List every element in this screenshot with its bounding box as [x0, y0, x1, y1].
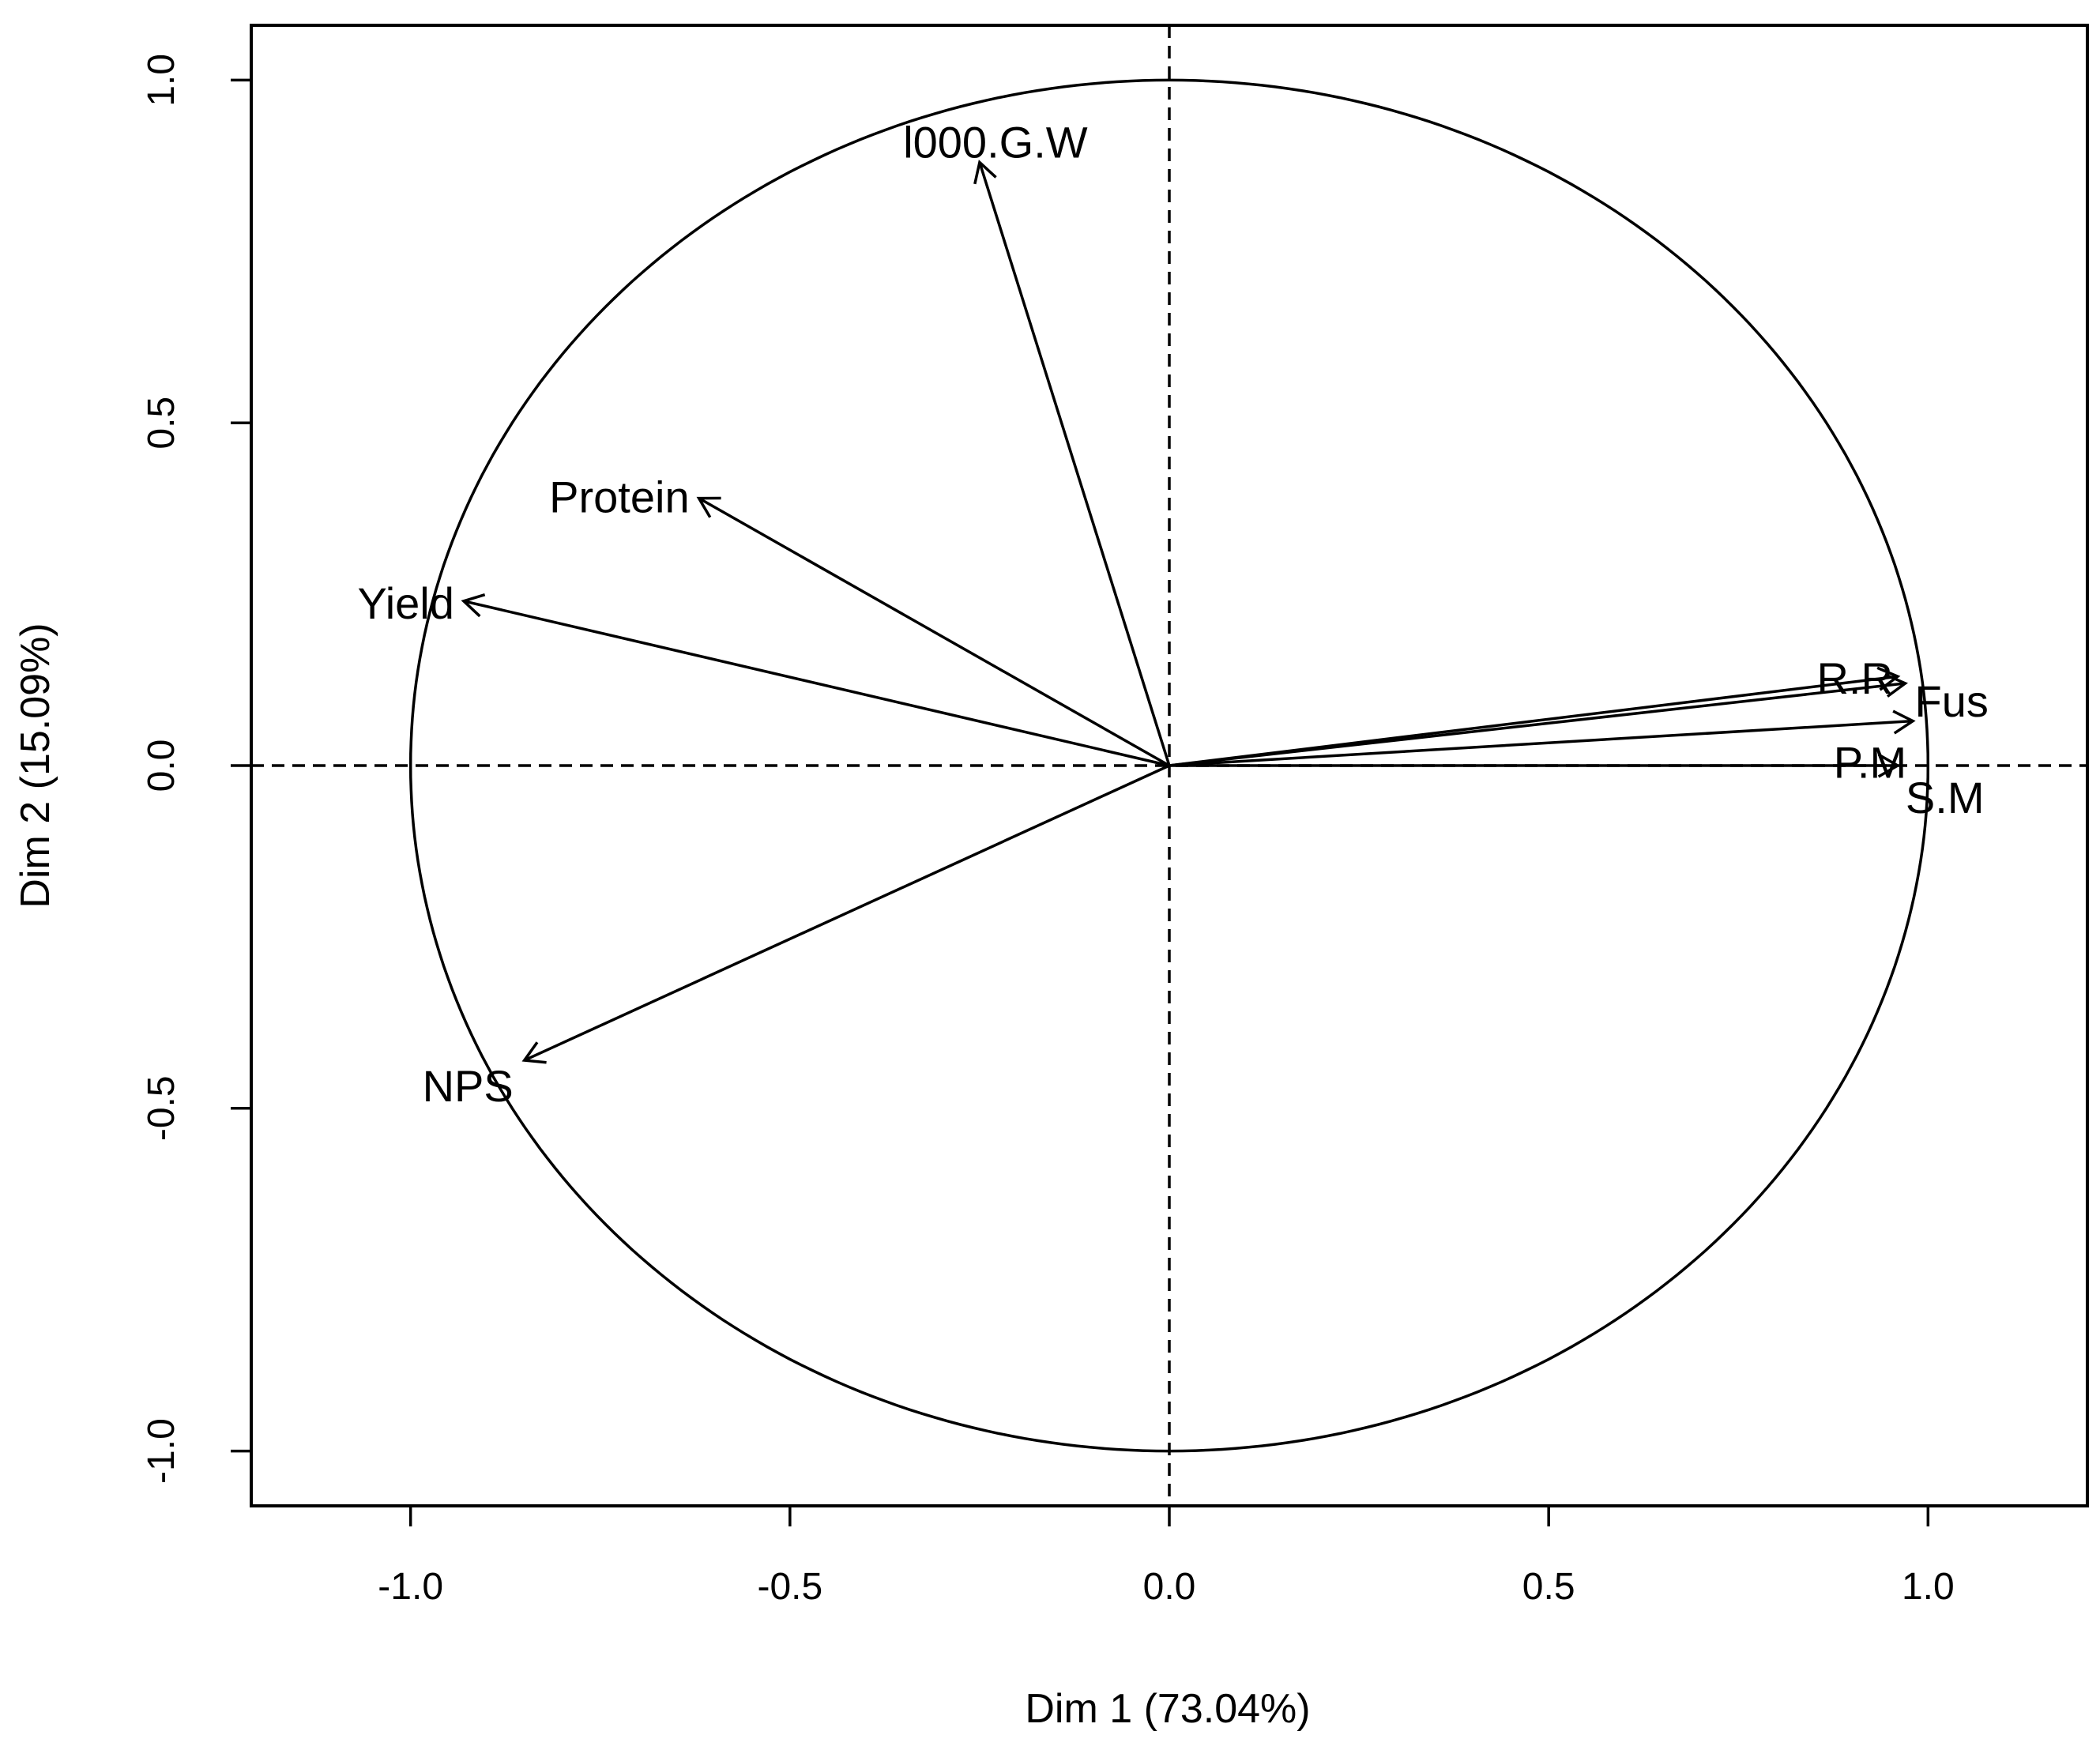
variable-arrow-4 [1169, 673, 1908, 767]
y-axis-title: Dim 2 (15.09%) [13, 623, 58, 908]
x-tick-label-4: 1.0 [1902, 1566, 1955, 1608]
variable-label-6: S.M [1906, 773, 1985, 822]
unit-circle [408, 78, 1930, 1453]
plot-frame [250, 24, 2089, 1507]
variable-arrow-6 [1169, 753, 1901, 778]
arrow-head [1892, 709, 1916, 735]
y-tick-label-2: 0.0 [141, 740, 183, 792]
y-tick-label-0: -1.0 [141, 1418, 183, 1484]
variable-label-3: R.R [1816, 653, 1892, 703]
arrow-shaft [978, 161, 1171, 766]
plot-layer [251, 25, 2087, 1506]
axes-layer: -1.0 -0.5 0.0 0.5 1.0 -1.0 -0.5 0.0 0.5 1.0 [141, 54, 1955, 1608]
x-tick-label-2: 0.0 [1143, 1566, 1196, 1608]
arrow-shaft [698, 497, 1170, 767]
x-axis-title: Dim 1 (73.04%) [1025, 1686, 1310, 1732]
arrow-head [461, 593, 486, 618]
arrow-head [1877, 753, 1901, 778]
arrow-head [1884, 673, 1908, 698]
x-tick-label-3: 0.5 [1522, 1566, 1575, 1608]
arrow-head [696, 496, 721, 518]
variable-label-4: Fus [1915, 676, 1989, 726]
variable-label-0: l000.G.W [903, 118, 1088, 167]
arrow-shaft [1169, 719, 1914, 767]
arrow-head [521, 1041, 547, 1064]
variable-arrow-2 [461, 593, 1170, 767]
variable-arrow-0 [973, 160, 1171, 766]
arrow-shaft [463, 600, 1170, 767]
y-tick-label-4: 1.0 [141, 54, 183, 107]
arrow-shaft [1169, 682, 1906, 767]
variable-label-1: Protein [549, 472, 689, 522]
y-tick-label-3: 0.5 [141, 397, 183, 450]
arrow-head [973, 160, 997, 185]
variable-arrow-7 [521, 764, 1170, 1064]
variable-label-2: Yield [357, 578, 453, 628]
arrow-shaft [523, 764, 1170, 1062]
x-tick-label-1: -0.5 [757, 1566, 822, 1608]
y-tick-label-1: -0.5 [141, 1075, 183, 1141]
x-tick-label-0: -1.0 [378, 1566, 443, 1608]
variable-arrow-1 [696, 496, 1170, 767]
variable-label-5: P.M [1834, 738, 1906, 788]
variable-label-7: NPS [423, 1061, 514, 1111]
variable-arrow-5 [1169, 709, 1916, 767]
